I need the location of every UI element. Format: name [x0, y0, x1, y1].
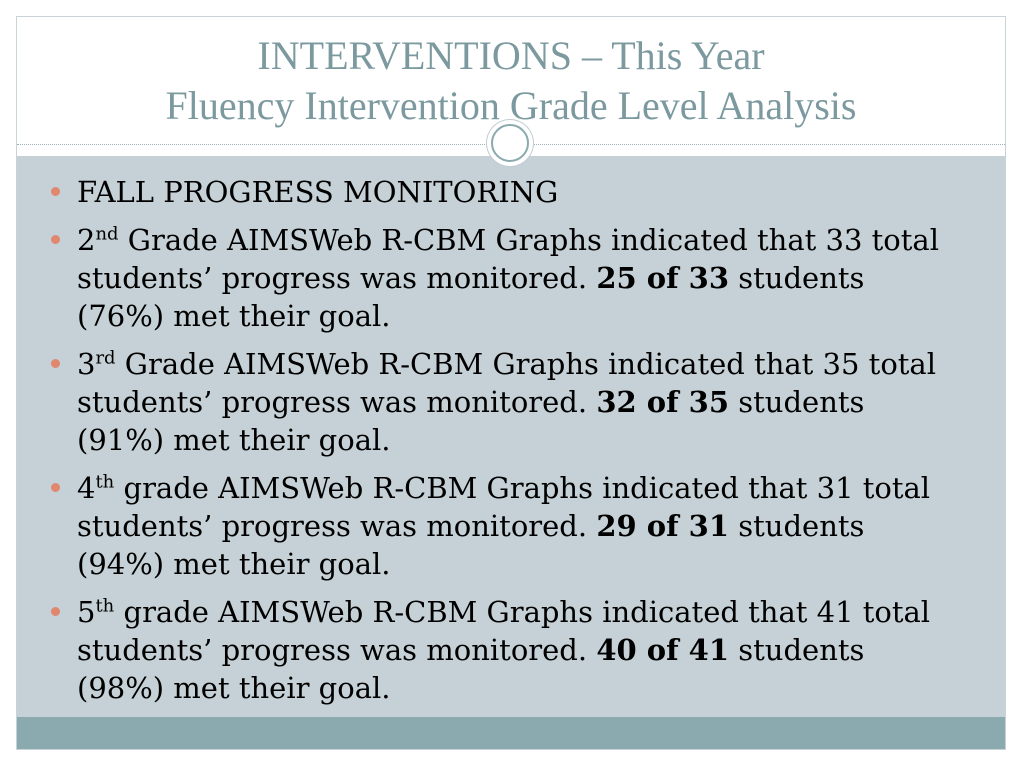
bullet-tail-text: students (76%) met their goal.	[77, 261, 865, 333]
slide: INTERVENTIONS – This Year Fluency Interv…	[16, 16, 1006, 750]
bullet-text: Grade AIMSWeb R-CBM Graphs indicated tha…	[77, 347, 936, 419]
met-goal-count: 32 of 35	[596, 385, 730, 419]
bullet-text: grade AIMSWeb R-CBM Graphs indicated tha…	[77, 595, 931, 667]
bullet-dot-icon	[51, 359, 60, 368]
slide-title-line-1: INTERVENTIONS – This Year	[257, 33, 765, 78]
content-background	[17, 156, 1005, 717]
ring-ornament-icon	[487, 120, 533, 166]
bullet-text: FALL PROGRESS MONITORING	[77, 175, 559, 209]
bullet-dot-icon	[51, 187, 60, 196]
bullet-grade-2: 2nd Grade AIMSWeb R-CBM Graphs indicated…	[47, 221, 947, 335]
bullet-tail-text: students (94%) met their goal.	[77, 509, 865, 581]
bullet-grade-3: 3rd Grade AIMSWeb R-CBM Graphs indicated…	[47, 345, 947, 459]
bullet-grade-5: 5th grade AIMSWeb R-CBM Graphs indicated…	[47, 593, 947, 707]
met-goal-count: 40 of 41	[596, 633, 730, 667]
grade-number: 5	[77, 595, 96, 629]
grade-ordinal-suffix: th	[95, 471, 115, 493]
grade-ordinal-suffix: rd	[95, 347, 116, 369]
grade-ordinal-suffix: th	[95, 595, 115, 617]
met-goal-count: 29 of 31	[596, 509, 730, 543]
bullet-tail-text: students (98%) met their goal.	[77, 633, 865, 705]
bullet-grade-4: 4th grade AIMSWeb R-CBM Graphs indicated…	[47, 469, 947, 583]
bullet-list: FALL PROGRESS MONITORING 2nd Grade AIMSW…	[47, 173, 947, 717]
grade-number: 3	[77, 347, 96, 381]
grade-number: 2	[77, 223, 96, 257]
grade-number: 4	[77, 471, 96, 505]
footer-band	[17, 717, 1005, 749]
bullet-text: grade AIMSWeb R-CBM Graphs indicated tha…	[77, 471, 931, 543]
bullet-tail-text: students (91%) met their goal.	[77, 385, 865, 457]
bullet-text: Grade AIMSWeb R-CBM Graphs indicated tha…	[77, 223, 939, 295]
bullet-dot-icon	[51, 235, 60, 244]
grade-ordinal-suffix: nd	[95, 223, 119, 245]
bullet-fall-progress: FALL PROGRESS MONITORING	[47, 173, 947, 211]
bullet-dot-icon	[51, 607, 60, 616]
met-goal-count: 25 of 33	[596, 261, 730, 295]
bullet-dot-icon	[51, 483, 60, 492]
